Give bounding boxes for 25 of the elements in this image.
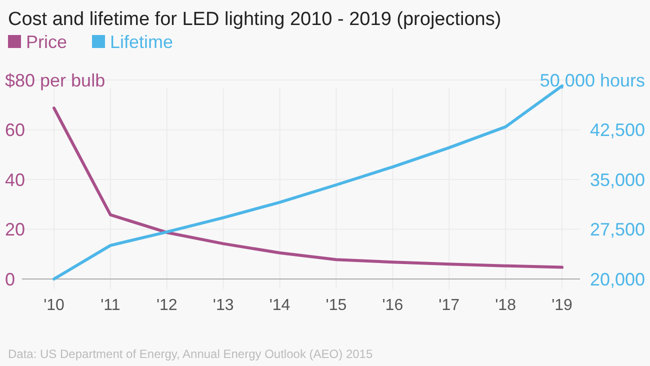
legend-label: Price (26, 32, 68, 52)
x-tick-label: '15 (326, 297, 347, 314)
x-tick-label: '12 (156, 297, 178, 314)
x-tick-label: '18 (495, 297, 516, 314)
y2-tick-label: 35,000 (590, 170, 645, 190)
x-tick-label: '16 (382, 297, 404, 314)
y-tick-label: 60 (5, 120, 26, 140)
x-tick-label: '10 (44, 297, 65, 314)
y-tick-label: 0 (5, 269, 16, 290)
x-tick-label: '13 (212, 297, 234, 314)
line-series (52, 106, 564, 269)
x-tick-label: '19 (552, 297, 573, 314)
x-tick-label: '11 (100, 297, 120, 314)
y-tick-label: 20 (5, 220, 26, 240)
legend-label: Lifetime (110, 32, 174, 52)
y2-tick-label: 20,000 (590, 269, 645, 290)
x-tick-label: '14 (269, 297, 290, 314)
x-tick-label: '17 (438, 297, 460, 314)
y-tick-label: 40 (5, 170, 26, 190)
y-tick-label: $80 per bulb (5, 70, 106, 90)
y2-tick-label: 50,000 hours (540, 70, 645, 90)
y2-tick-label: 42,500 (590, 120, 645, 140)
text: Data: US Department of Energy, Annual Energy Outlook (AEO) 2015 (8, 347, 373, 361)
chart-title: Cost and lifetime for LED lighting 2010 - 2019 (projections) (8, 9, 502, 30)
y2-tick-label: 27,500 (590, 220, 645, 240)
